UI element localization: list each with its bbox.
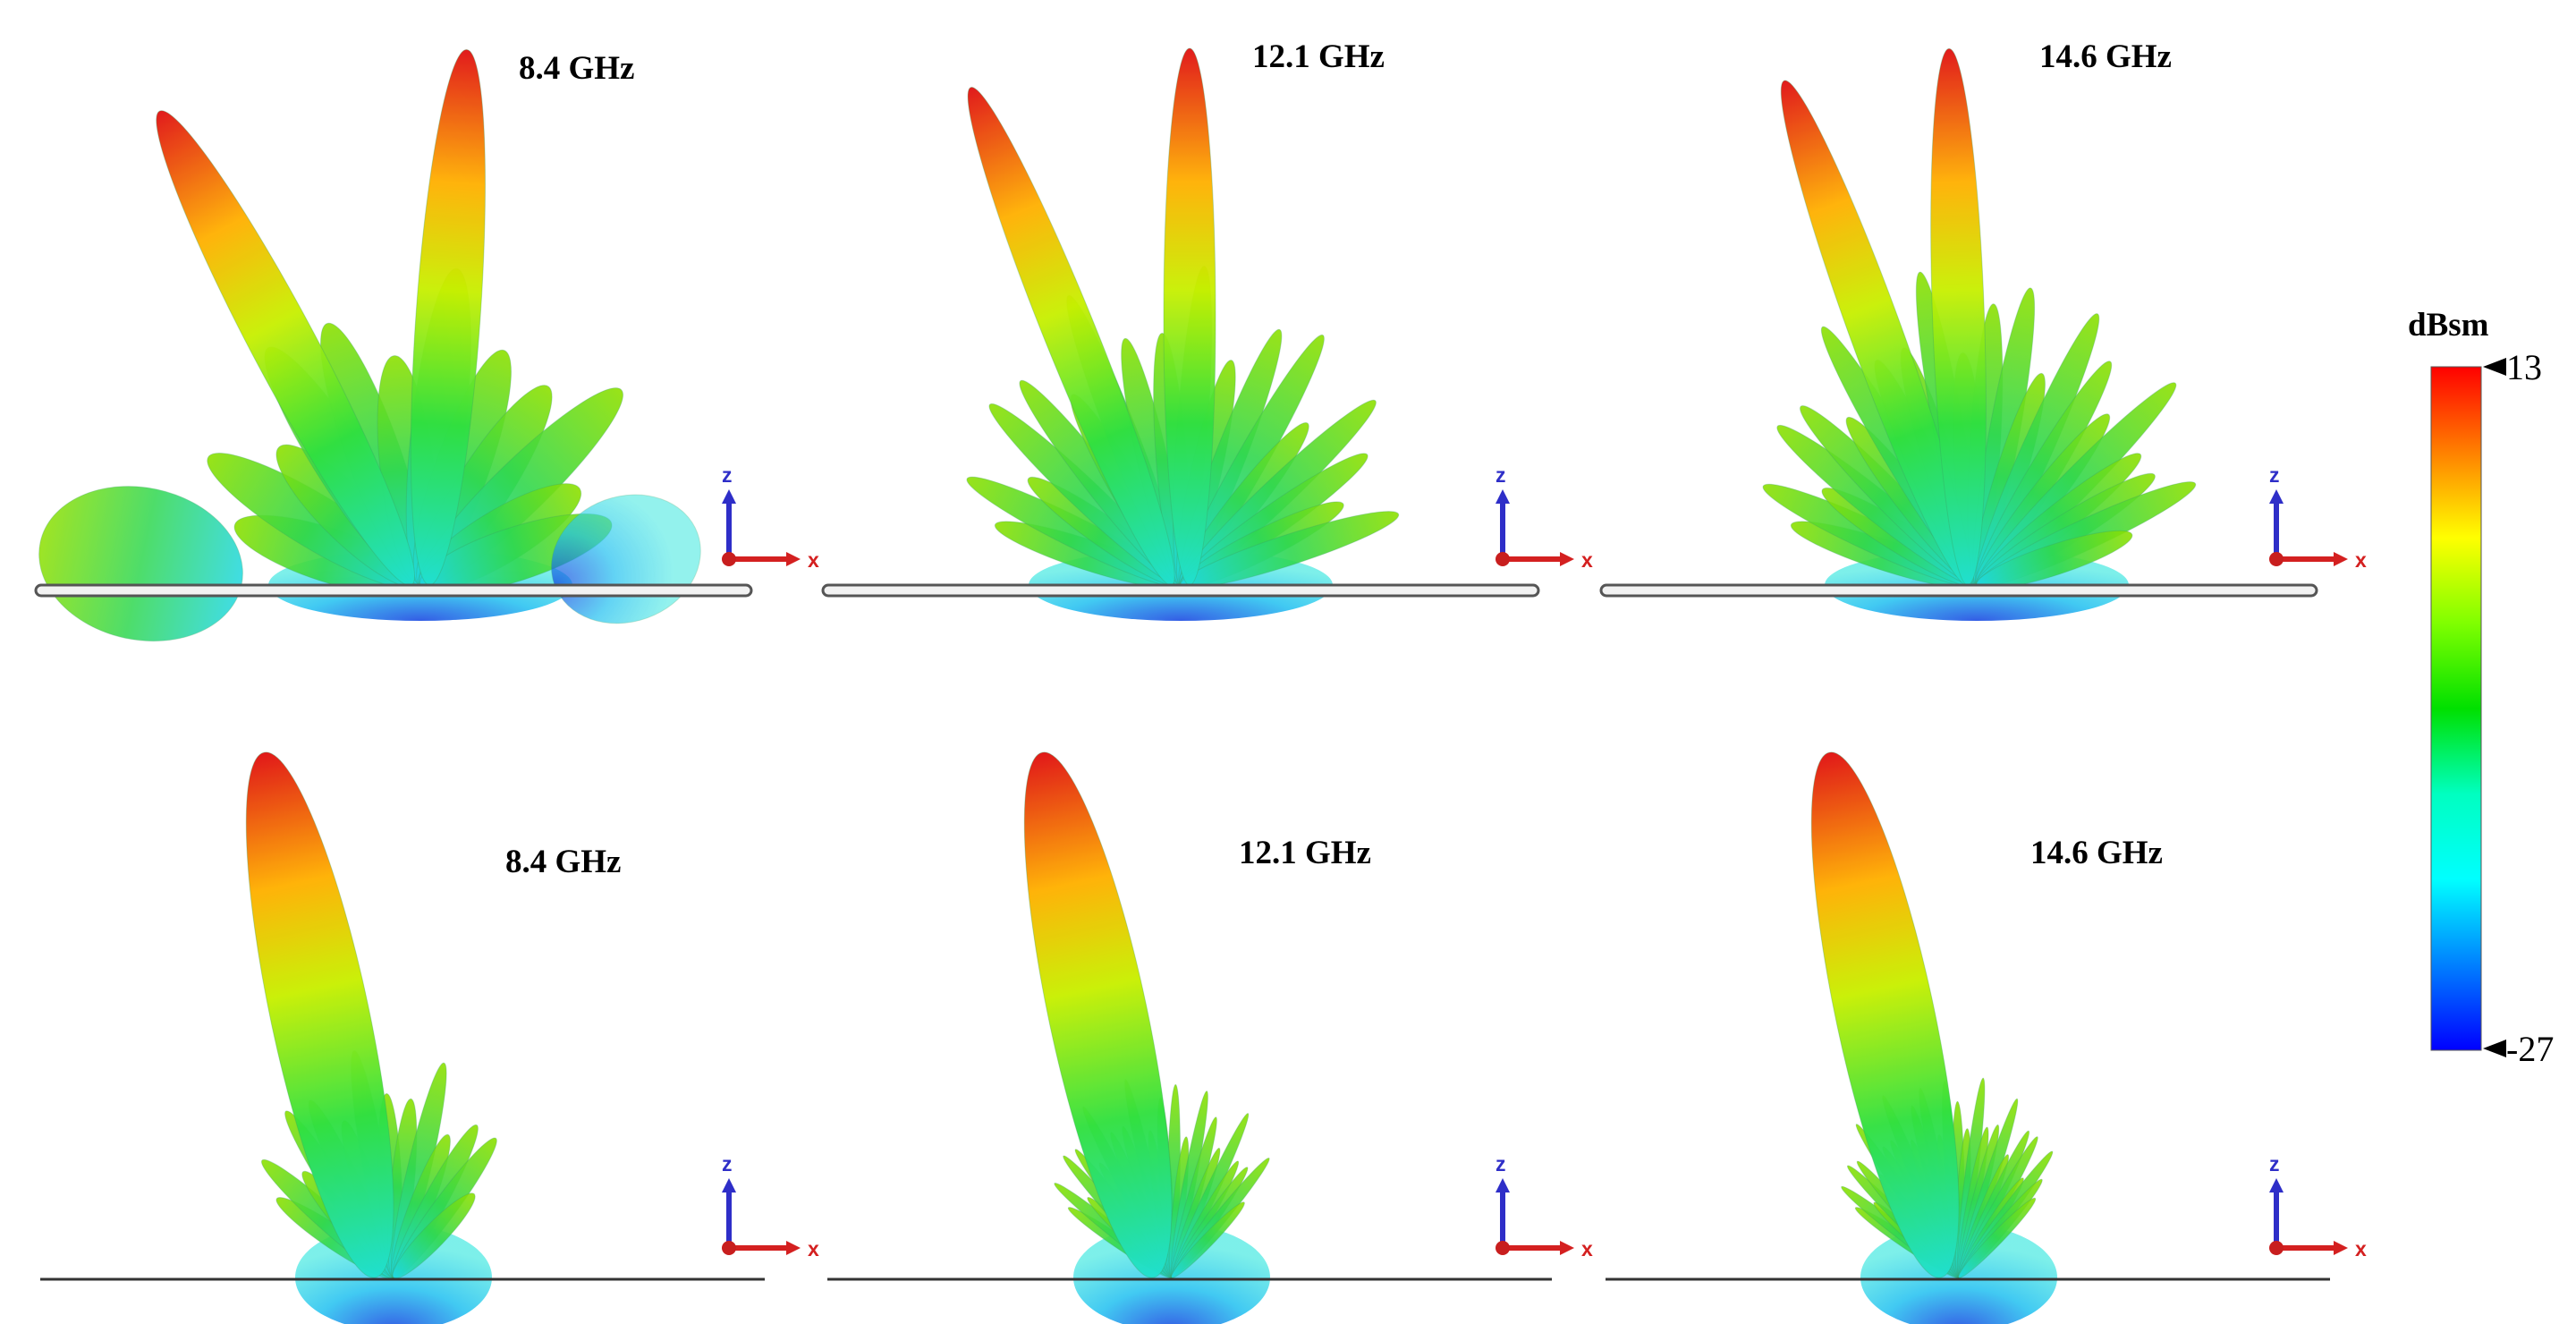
rcs-lobe xyxy=(38,486,243,642)
rcs-lobe xyxy=(1958,1197,2037,1278)
rcs-lobe xyxy=(1171,1201,1245,1278)
colorbar-min-marker xyxy=(2483,1040,2506,1057)
colorbar-gradient xyxy=(2430,366,2482,1051)
ground-plate xyxy=(34,583,753,598)
axis-triad: zx xyxy=(722,1152,819,1260)
axis-origin xyxy=(722,552,736,566)
axis-triad: zx xyxy=(1496,1152,1593,1260)
ground-plate xyxy=(1599,583,2318,598)
x-axis-label: x xyxy=(1581,1237,1593,1260)
x-axis-label: x xyxy=(1581,548,1593,572)
z-axis-label: z xyxy=(722,463,733,487)
rcs-lobe xyxy=(392,1192,476,1279)
rcs-lobe xyxy=(1810,751,1960,1278)
axis-origin xyxy=(1496,552,1510,566)
rcs-lobe xyxy=(1163,47,1216,586)
frequency-label: 14.6 GHz xyxy=(2030,835,2163,871)
axis-triad: zx xyxy=(2269,1152,2367,1260)
x-axis-label: x xyxy=(2355,1237,2367,1260)
z-axis-label: z xyxy=(2269,1152,2280,1175)
x-axis-label: x xyxy=(808,1237,819,1260)
axis-triad: zx xyxy=(1496,463,1593,572)
rcs-lobe xyxy=(1023,751,1173,1278)
x-axis-label: x xyxy=(808,548,819,572)
colorbar: dBsm 13 -27 xyxy=(2408,307,2554,1069)
colorbar-title: dBsm xyxy=(2408,307,2489,344)
z-axis-label: z xyxy=(1496,463,1506,487)
frequency-label: 8.4 GHz xyxy=(519,50,634,87)
rcs-lobe xyxy=(245,751,394,1278)
axis-origin xyxy=(2269,552,2284,566)
frequency-label: 14.6 GHz xyxy=(2039,38,2172,75)
frequency-label: 8.4 GHz xyxy=(505,844,621,880)
ground-plate xyxy=(821,583,1540,598)
colorbar-max-marker xyxy=(2483,358,2506,376)
x-axis-label: x xyxy=(2355,548,2367,572)
frequency-label: 12.1 GHz xyxy=(1252,38,1385,75)
colorbar-max-label: 13 xyxy=(2506,347,2542,387)
axis-origin xyxy=(2269,1241,2284,1255)
z-axis-label: z xyxy=(2269,463,2280,487)
axis-origin xyxy=(1496,1241,1510,1255)
colorbar-min-label: -27 xyxy=(2506,1029,2554,1069)
axis-triad: zx xyxy=(2269,463,2367,572)
frequency-label: 12.1 GHz xyxy=(1239,835,1371,871)
axis-origin xyxy=(722,1241,736,1255)
z-axis-label: z xyxy=(1496,1152,1506,1175)
axis-triad: zx xyxy=(722,463,819,572)
z-axis-label: z xyxy=(722,1152,733,1175)
